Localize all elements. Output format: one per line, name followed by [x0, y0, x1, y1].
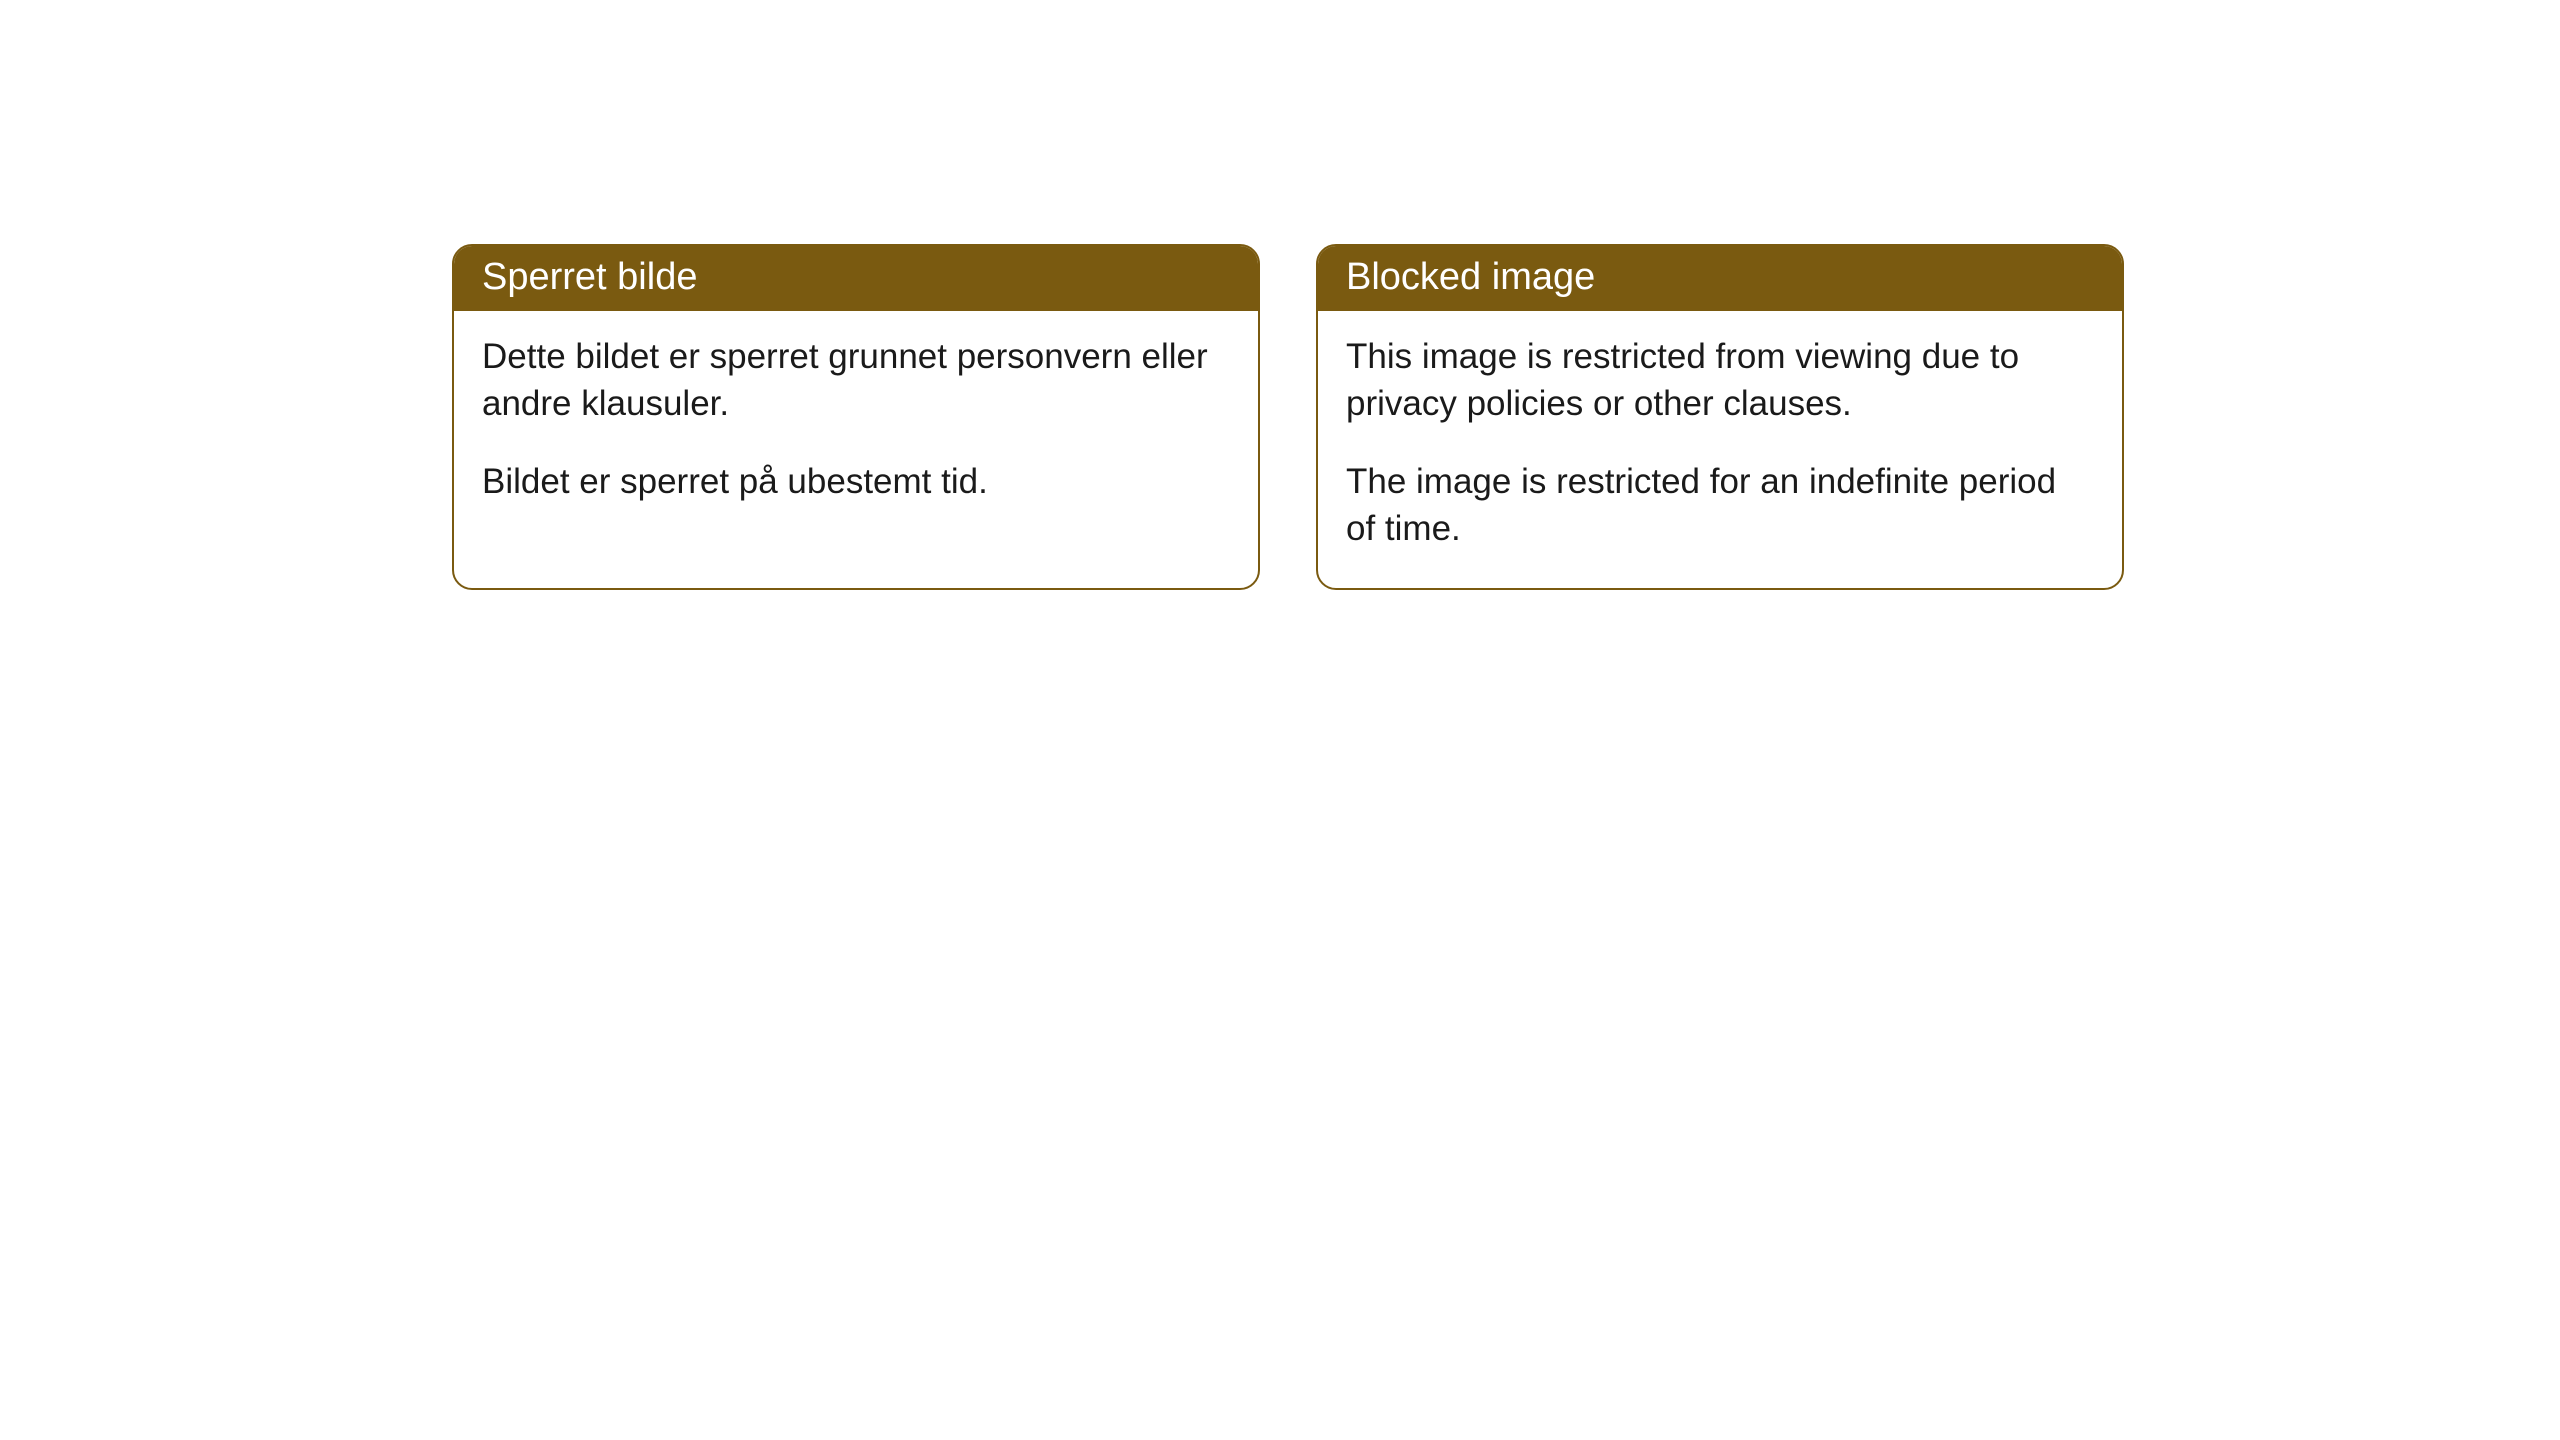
card-header-no: Sperret bilde [454, 246, 1258, 311]
card-body-en: This image is restricted from viewing du… [1318, 311, 2122, 588]
notice-cards-container: Sperret bilde Dette bildet er sperret gr… [452, 244, 2124, 590]
card-body-p1-no: Dette bildet er sperret grunnet personve… [482, 333, 1230, 428]
card-body-p2-en: The image is restricted for an indefinit… [1346, 458, 2094, 553]
blocked-image-card-en: Blocked image This image is restricted f… [1316, 244, 2124, 590]
card-body-no: Dette bildet er sperret grunnet personve… [454, 311, 1258, 541]
blocked-image-card-no: Sperret bilde Dette bildet er sperret gr… [452, 244, 1260, 590]
card-body-p1-en: This image is restricted from viewing du… [1346, 333, 2094, 428]
card-body-p2-no: Bildet er sperret på ubestemt tid. [482, 458, 1230, 505]
card-header-en: Blocked image [1318, 246, 2122, 311]
